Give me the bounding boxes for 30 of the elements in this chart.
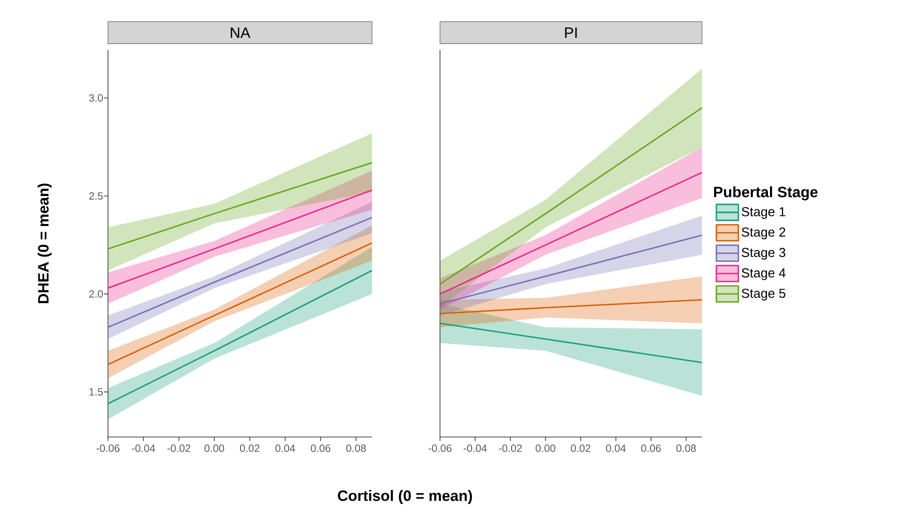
legend-label: Stage 5 — [742, 288, 786, 300]
x-tick-label: 0.04 — [606, 444, 626, 452]
y-tick-label: 1.5 — [90, 388, 103, 396]
x-axis-title: Cortisol (0 = mean) — [338, 490, 472, 504]
y-tick-label: 2.0 — [89, 290, 103, 298]
x-tick-label: 0.00 — [536, 444, 556, 452]
x-tick-label: 0.08 — [676, 444, 696, 452]
x-tick-label: 0.08 — [346, 444, 366, 452]
legend-label: Stage 4 — [742, 268, 786, 280]
x-tick-label: -0.02 — [498, 444, 522, 452]
y-tick-label: 3.0 — [89, 94, 103, 102]
legend-label: Stage 3 — [742, 248, 786, 260]
legend-label: Stage 1 — [742, 207, 786, 219]
legend-label: Stage 2 — [742, 227, 786, 240]
x-tick-label: 0.06 — [641, 444, 661, 452]
chart-title: NA — [230, 28, 250, 38]
x-tick-label: 0.00 — [204, 444, 224, 452]
x-tick-label: 0.02 — [570, 444, 590, 452]
x-tick-label: 0.06 — [310, 444, 330, 452]
y-axis-title: DHEA (0 = mean) — [38, 184, 52, 304]
x-tick-label: 0.04 — [275, 444, 296, 452]
x-tick-label: -0.04 — [464, 444, 487, 452]
x-tick-label: -0.06 — [428, 444, 452, 452]
legend-title: Pubertal Stage — [714, 186, 818, 200]
y-tick-label: 2.5 — [89, 192, 103, 200]
x-tick-label: -0.02 — [167, 444, 190, 452]
x-tick-label: -0.06 — [96, 444, 120, 452]
x-tick-label: -0.04 — [132, 444, 156, 452]
chart-title: PI — [565, 28, 577, 38]
x-tick-label: 0.02 — [240, 444, 260, 452]
